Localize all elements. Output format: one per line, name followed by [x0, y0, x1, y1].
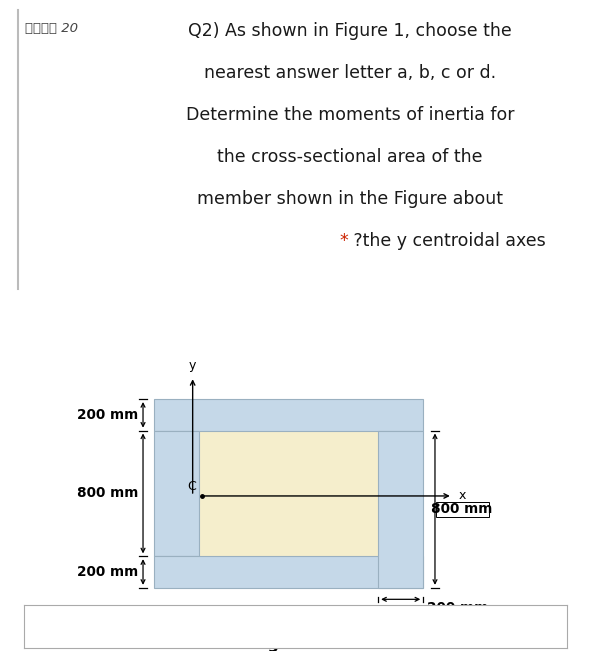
Bar	[154, 430, 199, 557]
Text: نقطة 20: نقطة 20	[25, 22, 78, 35]
FancyBboxPatch shape	[436, 502, 489, 517]
Bar	[154, 399, 423, 430]
Text: Q2) As shown in Figure 1, choose the: Q2) As shown in Figure 1, choose the	[188, 22, 512, 40]
Bar	[154, 399, 423, 430]
Text: ?the y centroidal axes: ?the y centroidal axes	[348, 232, 545, 249]
Text: *: *	[339, 232, 348, 249]
Text: 800 mm: 800 mm	[431, 502, 493, 516]
Text: the cross-sectional area of the: the cross-sectional area of the	[217, 148, 483, 166]
Text: 1200 mm: 1200 mm	[253, 620, 324, 634]
Text: Figure 1: Figure 1	[251, 637, 326, 651]
Text: x: x	[459, 490, 466, 503]
Bar	[154, 399, 423, 588]
Text: 200 mm: 200 mm	[77, 408, 138, 422]
Text: nearest answer letter a, b, c or d.: nearest answer letter a, b, c or d.	[204, 64, 496, 82]
Bar	[378, 430, 423, 588]
Text: y: y	[189, 359, 196, 372]
Text: 800 mm: 800 mm	[77, 486, 138, 501]
Text: 200 mm: 200 mm	[427, 602, 489, 615]
Text: 200 mm: 200 mm	[77, 565, 138, 579]
Text: member shown in the Figure about: member shown in the Figure about	[197, 189, 503, 208]
Text: C: C	[187, 480, 196, 493]
Bar	[154, 557, 423, 588]
Text: Determine the moments of inertia for: Determine the moments of inertia for	[186, 106, 514, 124]
